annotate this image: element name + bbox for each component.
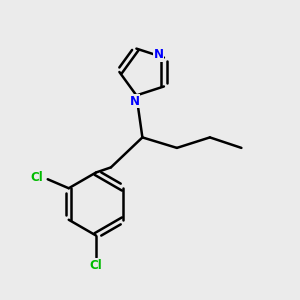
- Text: N: N: [130, 95, 140, 108]
- Text: Cl: Cl: [90, 259, 102, 272]
- Text: N: N: [154, 48, 164, 61]
- Text: Cl: Cl: [31, 171, 44, 184]
